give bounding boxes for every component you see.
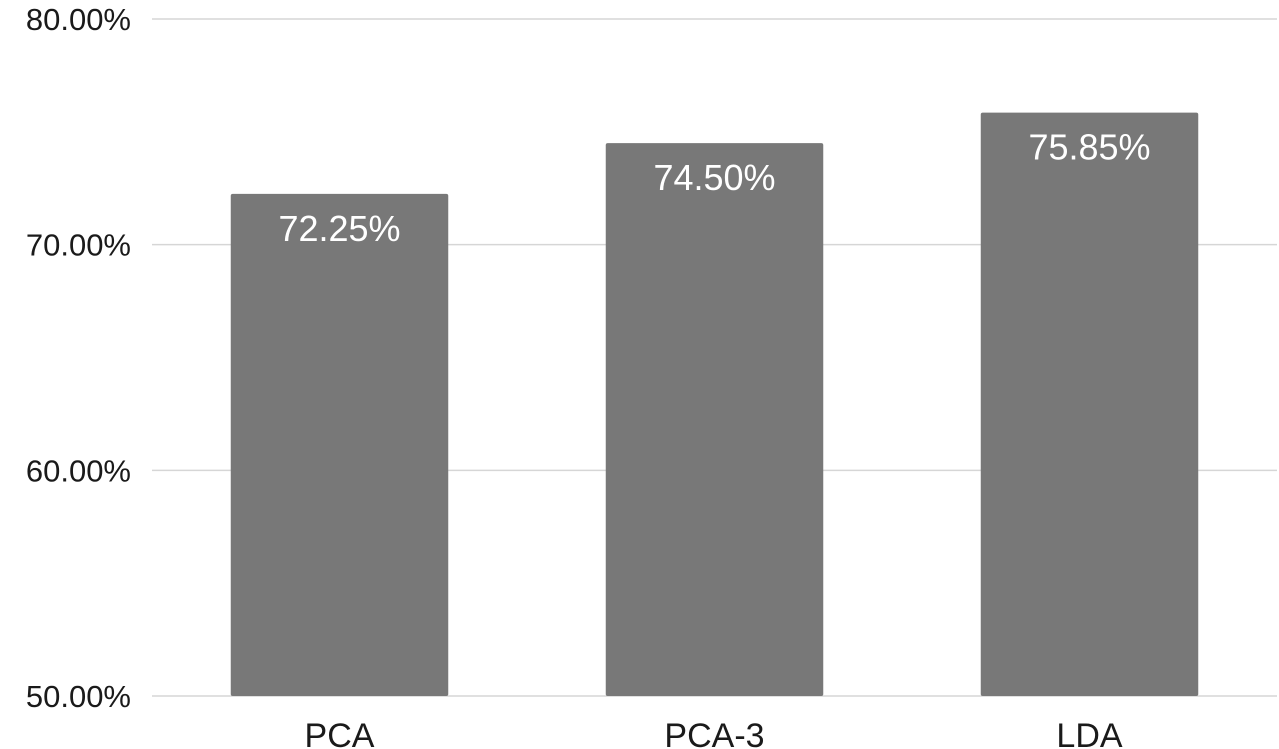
data-label: 72.25% bbox=[278, 208, 400, 249]
x-tick-label: PCA-3 bbox=[664, 717, 764, 749]
y-tick-label: 70.00% bbox=[26, 228, 131, 263]
bar-pca-3 bbox=[605, 143, 824, 696]
y-tick-label: 80.00% bbox=[26, 2, 131, 37]
x-axis-tick-labels: PCA PCA-3 LDA bbox=[305, 717, 1123, 749]
y-axis-tick-labels: 50.00% 60.00% 70.00% 80.00% bbox=[26, 2, 131, 714]
bar-lda bbox=[980, 112, 1199, 696]
data-label: 75.85% bbox=[1028, 127, 1150, 168]
y-tick-label: 60.00% bbox=[26, 453, 131, 488]
x-tick-label: LDA bbox=[1056, 717, 1122, 749]
bar-pca bbox=[230, 193, 449, 696]
y-tick-label: 50.00% bbox=[26, 679, 131, 714]
bars bbox=[230, 112, 1199, 696]
data-labels: 72.25% 74.50% 75.85% bbox=[278, 127, 1150, 249]
data-label: 74.50% bbox=[653, 157, 775, 198]
x-tick-label: PCA bbox=[305, 717, 375, 749]
